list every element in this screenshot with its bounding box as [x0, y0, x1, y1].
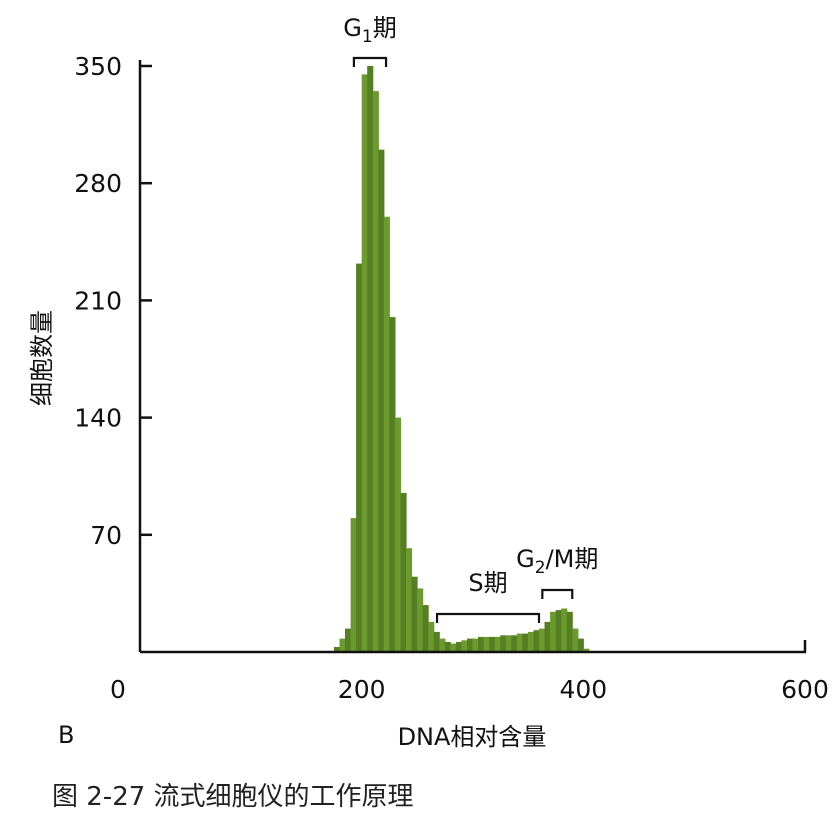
histogram-bar: [455, 642, 462, 652]
histogram-bar: [522, 633, 529, 652]
histogram-bar: [555, 610, 562, 652]
histogram-bar: [478, 636, 485, 652]
x-tick-label: 400: [559, 675, 607, 704]
histogram-bar: [472, 638, 479, 652]
histogram-bar: [334, 647, 341, 652]
y-tick-label: 140: [74, 404, 122, 433]
histogram-bar: [428, 621, 435, 652]
x-tick-label: 200: [338, 675, 386, 704]
histogram-bar: [483, 636, 490, 652]
histogram-bar: [511, 635, 518, 652]
histogram-bar: [500, 635, 507, 652]
histogram-bar: [417, 588, 424, 652]
histogram-bar: [422, 605, 429, 652]
phase-annotations: G1期 S期 G2/M期: [343, 14, 598, 623]
histogram-bar: [339, 638, 346, 652]
histogram-bar: [400, 492, 407, 652]
phase-label: G1期: [343, 14, 396, 47]
histogram-bar: [378, 149, 385, 652]
x-axis-title: DNA相对含量: [398, 723, 547, 751]
histogram-bar: [350, 518, 357, 652]
histogram-bar: [505, 635, 512, 652]
histogram-bar: [489, 636, 496, 652]
figure-caption: 图 2-27 流式细胞仪的工作原理: [52, 782, 414, 812]
phase-bracket: [541, 588, 574, 599]
histogram-bar: [367, 66, 374, 652]
histogram-bar: [394, 417, 401, 652]
y-axis-title: 细胞数量: [28, 310, 56, 406]
histogram-bars: [334, 66, 590, 653]
phase-bracket: [435, 612, 541, 623]
x-tick-label: 600: [781, 675, 829, 704]
histogram-bar: [444, 642, 451, 652]
histogram-bar: [389, 317, 396, 652]
histogram-bar: [544, 621, 551, 652]
phase-label: G2/M期: [516, 545, 598, 578]
histogram-bar: [539, 628, 546, 652]
histogram-bar: [577, 638, 584, 652]
histogram-bar: [406, 548, 413, 652]
y-tick-label: 350: [74, 52, 122, 81]
phase-bracket: [352, 56, 388, 67]
histogram-bar: [439, 638, 446, 652]
y-tick-label: 210: [74, 286, 122, 315]
histogram-bar: [516, 633, 523, 652]
histogram-bar: [450, 643, 457, 652]
histogram-bar: [494, 636, 501, 652]
histogram-bar: [550, 611, 557, 652]
histogram-bar: [527, 631, 534, 652]
histogram-bar: [345, 628, 352, 652]
phase-label: S期: [468, 569, 507, 597]
histogram-bar: [372, 91, 379, 653]
histogram-bar: [467, 638, 474, 652]
histogram-bar: [583, 648, 590, 652]
panel-label: B: [58, 721, 74, 749]
histogram-bar: [572, 628, 579, 652]
histogram-bar: [566, 611, 573, 652]
histogram-bar: [411, 576, 418, 652]
y-tick-label: 70: [90, 521, 122, 550]
histogram-bar: [383, 216, 390, 652]
x-tick-label: 0: [110, 675, 126, 704]
histogram-bar: [361, 74, 368, 652]
axes: 70 140 210 280 350 0 200 400 600: [74, 52, 829, 704]
histogram-bar: [533, 630, 540, 652]
y-tick-label: 280: [74, 169, 122, 198]
histogram-bar: [461, 640, 468, 652]
histogram-bar: [433, 631, 440, 652]
histogram-bar: [356, 263, 363, 652]
histogram-bar: [561, 608, 568, 652]
